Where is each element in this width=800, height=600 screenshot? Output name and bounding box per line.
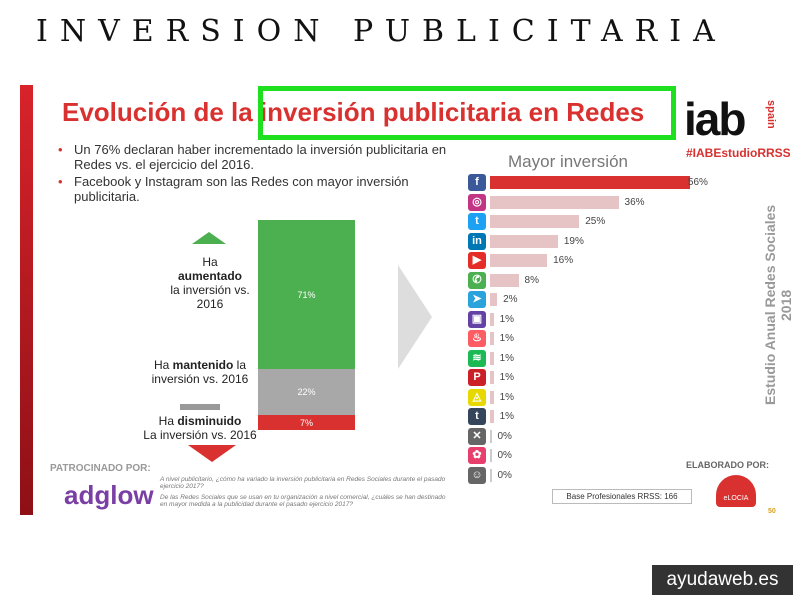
facebook-icon: f (468, 174, 486, 191)
bar-telegram (490, 293, 498, 306)
chart-title: Mayor inversión (508, 152, 628, 171)
twitch-icon: ▣ (468, 310, 486, 328)
bar-label: 0% (497, 430, 512, 442)
watermark: ayudaweb.es (652, 565, 793, 595)
label-mantenido: Ha mantenido la inversión vs. 2016 (151, 358, 249, 386)
label-disminuido: Ha disminuido La inversión vs. 2016 (143, 414, 257, 442)
bar-youtube (490, 254, 548, 267)
bar-label: 16% (553, 255, 574, 266)
bar-label: 1% (499, 391, 515, 403)
bar-label: 0% (497, 450, 512, 461)
sponsor-label: PATROCINADO POR: (50, 463, 151, 474)
stack-segment-2: 7% (258, 415, 355, 430)
equal-bar-icon (180, 404, 220, 410)
youtube-icon: ▶ (468, 252, 486, 269)
bar-label: 36% (624, 196, 645, 208)
stacked-bar: 71% 22% 7% (258, 220, 355, 430)
net-14-icon: ✕ (468, 427, 486, 445)
page-heading: INVERSION PUBLICITARIA (36, 14, 727, 49)
arrow-up-icon (192, 232, 226, 244)
net-15-icon: ✿ (468, 447, 486, 464)
elaborado-label: ELABORADO POR: (686, 460, 769, 470)
bar-whatsapp (490, 273, 519, 287)
telegram-icon: ➤ (468, 291, 486, 308)
bar-spotify (490, 351, 494, 365)
whatsapp-icon: ✆ (468, 271, 486, 289)
twitter-icon: t (468, 213, 486, 230)
footnote: A nivel publicitario, ¿cómo ha variado l… (160, 476, 446, 490)
base-note: Base Profesionales RRSS: 166 (552, 489, 692, 504)
bar-instagram (490, 195, 619, 209)
bar-twitter (490, 215, 580, 228)
bar-label: 1% (499, 352, 515, 364)
vertical-caption: Estudio Anual Redes Sociales 2018 (762, 204, 794, 406)
bar-label: 8% (524, 274, 539, 286)
stack-segment-0: 71% (258, 220, 355, 370)
snapchat-icon: ◬ (468, 388, 486, 406)
label-aumentado: Ha aumentado la inversión vs. 2016 (170, 255, 250, 311)
bullet: Un 76% declaran haber incrementado la in… (58, 142, 452, 172)
adglow-logo: adglow (64, 480, 154, 510)
slide-title: Evolución de la inversión publicitaria e… (62, 97, 645, 127)
bullet-text: Un 76% declaran haber incrementado la in… (74, 142, 447, 172)
bar-label: 1% (499, 313, 515, 325)
bullet: Facebook y Instagram son las Redes con m… (58, 174, 452, 204)
linkedin-icon: in (468, 232, 486, 250)
iab-logo: iab (684, 93, 746, 145)
tinder-icon: ♨ (468, 330, 486, 347)
bar-net-13 (490, 410, 494, 423)
bar-label: 2% (503, 294, 518, 305)
bar-pinterest (490, 371, 494, 384)
bar-label: 1% (499, 372, 515, 383)
bar-net-15 (490, 449, 492, 462)
elocia-logo: eLOCIA (716, 475, 756, 507)
hashtag: #IABEstudioRRSS (686, 146, 791, 160)
net-16-icon: ☺ (468, 466, 486, 484)
instagram-icon: ◎ (468, 193, 486, 211)
stack-segment-1: 22% (258, 369, 355, 416)
bar-net-14 (490, 429, 492, 443)
bar-twitch (490, 312, 494, 326)
page-number: 50 (768, 508, 776, 515)
pinterest-icon: P (468, 369, 486, 386)
bullet-text: Facebook y Instagram son las Redes con m… (74, 174, 409, 204)
bar-tinder (490, 332, 494, 345)
slide-accent-bar (20, 85, 33, 515)
bar-label: 1% (499, 411, 515, 422)
bar-label: 1% (499, 333, 515, 344)
spotify-icon: ≋ (468, 349, 486, 367)
bar-net-16 (490, 468, 492, 482)
bar-linkedin (490, 234, 558, 248)
iab-logo-sub: spain (765, 100, 777, 129)
highlight-box (258, 86, 676, 140)
net-13-icon: t (468, 408, 486, 425)
footnote: De las Redes Sociales que se usan en tu … (160, 494, 446, 508)
bar-label: 0% (497, 469, 512, 481)
bar-label: 25% (585, 216, 606, 227)
chevron-right-icon (398, 265, 432, 369)
bar-snapchat (490, 390, 494, 404)
arrow-down-icon (188, 445, 236, 462)
bar-label: 19% (563, 235, 584, 247)
bar-label: 56% (687, 177, 708, 188)
bar-facebook (490, 176, 690, 189)
